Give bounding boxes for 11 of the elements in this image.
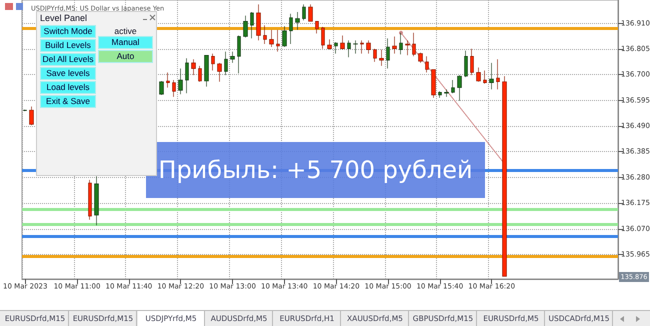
annotation: active: [113, 26, 138, 36]
annotation: Manual: [98, 36, 153, 49]
annotation: Level Panel: [40, 13, 88, 23]
annotation: Exit & Save: [40, 95, 96, 108]
annotation: Auto: [98, 50, 153, 63]
annotation: Del All Levels: [40, 53, 96, 66]
annotation: Save levels: [40, 67, 96, 80]
annotation: Load levels: [40, 81, 96, 94]
annotation: Switch Mode: [40, 25, 96, 38]
annotation: Build Levels: [40, 39, 96, 52]
text-banner: Прибыль: +5 700 рублей: [146, 142, 485, 198]
